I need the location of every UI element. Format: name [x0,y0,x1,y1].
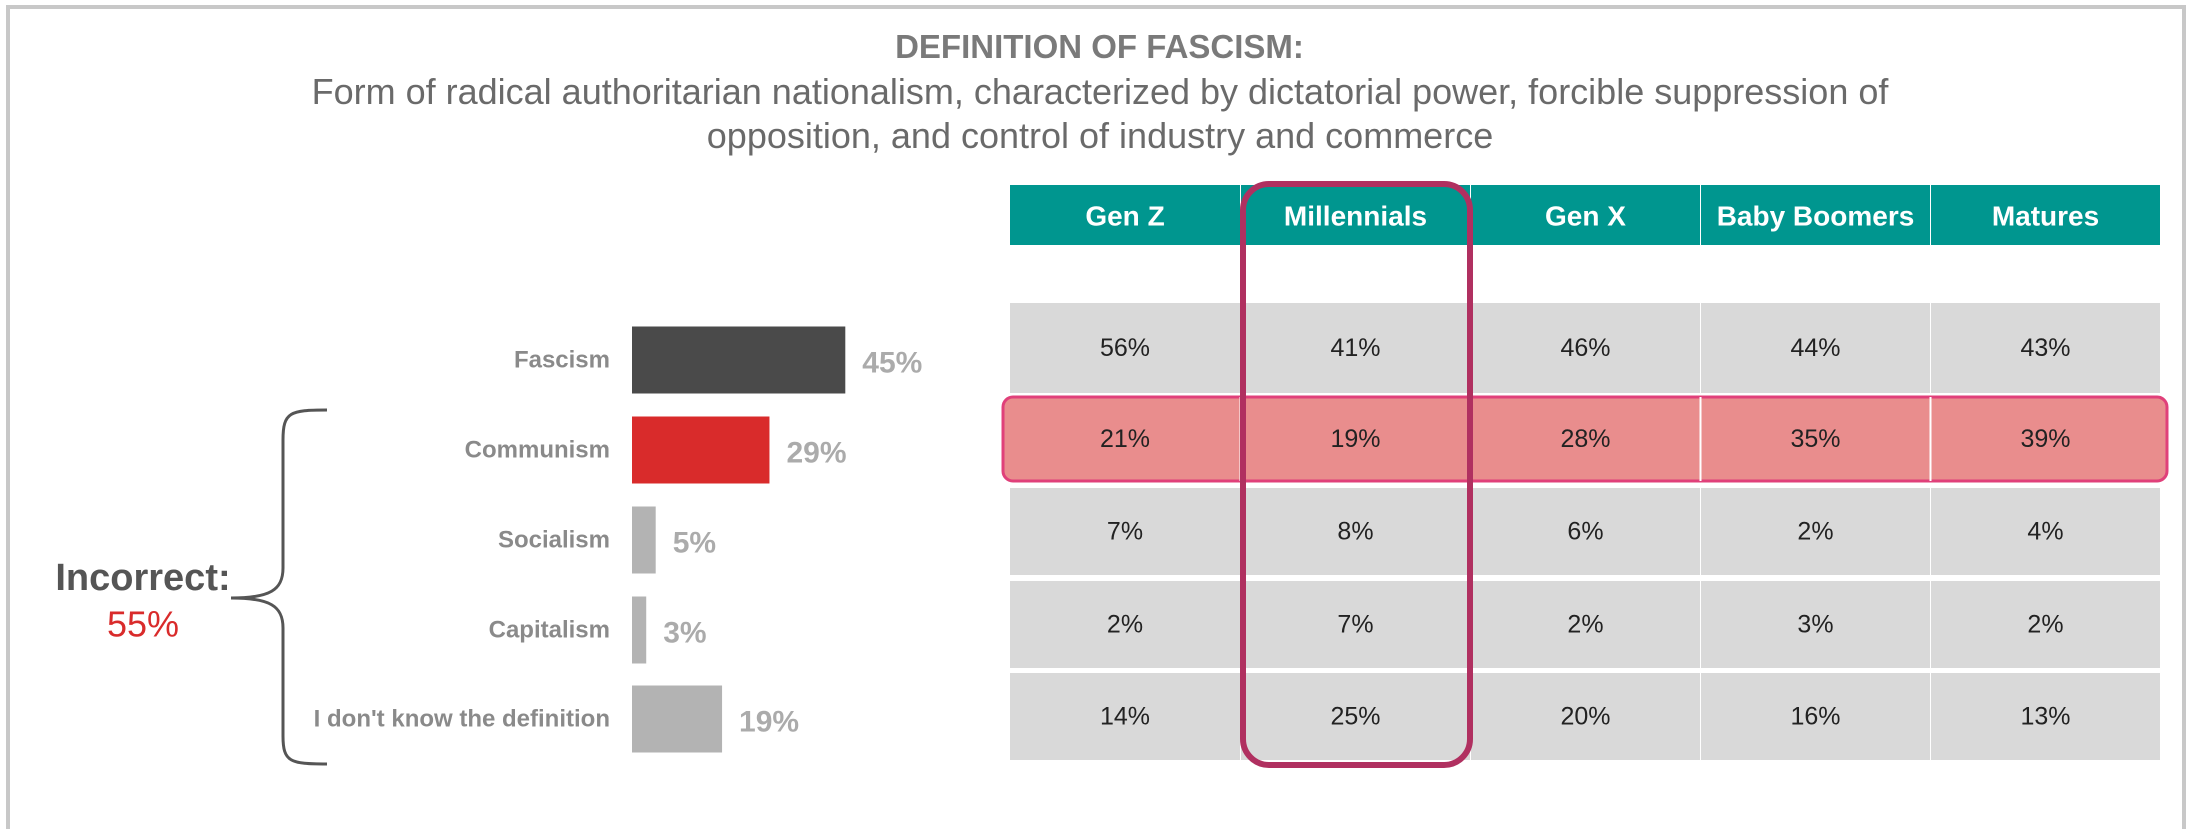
cell-text: 46% [1560,334,1610,362]
cell-text: 7% [1337,611,1373,639]
annotation-value: 55% [107,604,179,645]
cell [1010,303,1240,393]
header-cell [1241,185,1470,245]
cell [1931,673,2160,760]
header-text: Millennials [1284,201,1427,232]
cell [1241,581,1470,668]
cell-text: 6% [1567,518,1603,546]
value-label: 29% [786,437,846,470]
cell [1010,673,1240,760]
category-label: Fascism [514,347,610,374]
cell-text: 8% [1337,518,1373,546]
cell [1931,303,2160,393]
cell-text: 39% [2020,425,2070,453]
header-cell [1010,185,1240,245]
cell [1471,488,1700,575]
cell [1931,488,2160,575]
cell [1701,581,1930,668]
header-cell [1931,185,2160,245]
cell-text: 2% [1797,518,1833,546]
cell [1701,488,1930,575]
bar [632,596,647,664]
value-label: 45% [862,347,922,380]
cell [1010,581,1240,668]
cell [1471,303,1700,393]
brace [230,408,328,766]
frame [6,5,2186,829]
header-text: Gen X [1545,201,1626,232]
cell-text: 25% [1330,703,1380,731]
bar [632,506,656,574]
cell [1241,303,1470,393]
cell-text: 2% [1107,611,1143,639]
cell [1701,673,1930,760]
cell-text: 28% [1560,425,1610,453]
header-text: Baby Boomers [1717,201,1915,232]
cell-text: 7% [1107,518,1143,546]
cell-text: 44% [1790,334,1840,362]
title: DEFINITION OF FASCISM: [895,28,1304,65]
category-label: Capitalism [489,617,610,644]
bar [632,685,723,753]
cell [1471,581,1700,668]
cell [1931,581,2160,668]
header-cell [1471,185,1700,245]
cell [1241,673,1470,760]
category-label: Socialism [498,527,610,554]
category-label: Communism [465,437,610,464]
header-text: Gen Z [1085,201,1164,232]
value-label: 19% [739,706,799,739]
cell-text: 4% [2027,518,2063,546]
column-highlight [1240,181,1473,768]
cell [1701,303,1930,393]
cell [1010,488,1240,575]
cell-text: 14% [1100,703,1150,731]
cell-text: 35% [1790,425,1840,453]
category-label: I don't know the definition [314,706,610,733]
header-text: Matures [1992,201,2099,232]
bar [632,326,846,394]
cell [1471,673,1700,760]
cell-text: 56% [1100,334,1150,362]
cell-text: 41% [1330,334,1380,362]
header-cell [1701,185,1930,245]
cell-text: 19% [1330,425,1380,453]
cell-text: 13% [2020,703,2070,731]
cell-text: 21% [1100,425,1150,453]
cell-text: 43% [2020,334,2070,362]
cell-text: 2% [1567,611,1603,639]
value-label: 3% [663,617,706,650]
cell-text: 3% [1797,611,1833,639]
bar [632,416,770,484]
annotation-label: Incorrect: [55,557,230,599]
cell-text: 16% [1790,703,1840,731]
value-label: 5% [673,527,716,560]
cell-text: 20% [1560,703,1610,731]
highlight-row [1001,395,2169,483]
cell [1241,488,1470,575]
cell-text: 2% [2027,611,2063,639]
subtitle: Form of radical authoritarian nationalis… [311,71,1889,156]
